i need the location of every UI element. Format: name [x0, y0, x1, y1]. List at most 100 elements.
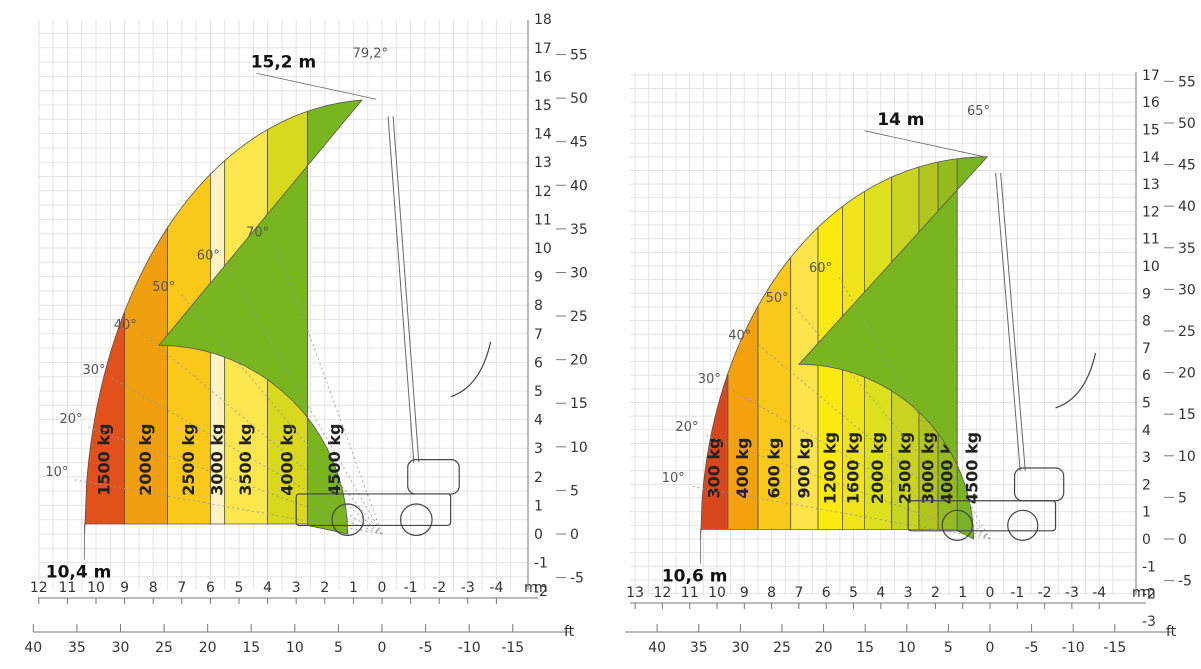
rotation-arrow — [1055, 352, 1097, 409]
annotations: 14 m 65° 10,6 m — [662, 104, 990, 587]
x-axis-m: 13 12 11 10 9 8 7 6 5 4 3 2 1 0 -1 -2 -3 -4 m — [626, 585, 1146, 609]
zone-label: 1200 kg — [820, 432, 839, 504]
x-tick-label: 2 — [931, 585, 940, 601]
angle-ray — [74, 479, 383, 535]
x-tick-label: -4 — [489, 580, 503, 596]
ft-y-tick-label: 50 — [570, 91, 588, 107]
telehandler-drawing — [295, 116, 492, 537]
x-tick-label: -2 — [1038, 585, 1052, 601]
zone-label: 3000 kg — [919, 432, 938, 504]
max-height-leader — [256, 72, 377, 100]
x-tick-label: 9 — [120, 580, 129, 596]
y-tick-label: 12 — [1142, 204, 1160, 220]
x-tick-label: 10 — [87, 580, 105, 596]
y-tick-label: 2 — [534, 470, 543, 486]
ft-y-tick-label: 40 — [1178, 199, 1196, 215]
y-tick-label: 17 — [534, 41, 552, 57]
max-height-label: 15,2 m — [251, 52, 317, 72]
max-height-label: 14 m — [877, 110, 924, 130]
angle-ray — [88, 426, 383, 535]
y-tick-label: 10 — [534, 241, 552, 257]
y-tick-label: 13 — [534, 155, 552, 171]
y-tick-label: 6 — [534, 355, 543, 371]
y-tick-label: 0 — [1142, 532, 1151, 548]
ft-y-tick-label: 5 — [1178, 490, 1187, 506]
x-axis-m: 12 11 10 9 8 7 6 5 4 3 2 1 0 -1 -2 -3 -4 m — [30, 580, 538, 604]
y-tick-label: 8 — [1142, 314, 1151, 330]
angle-ray — [142, 332, 383, 535]
ft-y-tick-label: 20 — [570, 353, 588, 369]
zone-2500-kg — [167, 173, 211, 525]
ft-y-tick-label: -5 — [570, 571, 584, 587]
zone-label: 400 kg — [733, 437, 752, 498]
ft-unit-label: ft — [1166, 624, 1177, 640]
x-tick-label: -1 — [1010, 585, 1024, 601]
y-tick-label: 7 — [534, 327, 543, 343]
y-tick-label: 0 — [534, 527, 543, 543]
angle-ray — [180, 294, 383, 535]
zone-label: 2000 kg — [136, 424, 155, 496]
ft-x-tick-label: 35 — [690, 640, 708, 656]
ft-unit-label: ft — [564, 624, 575, 640]
ft-y-tick-label: 30 — [1178, 282, 1196, 298]
ft-x-tick-label: 10 — [286, 640, 304, 656]
x-tick-label: -1 — [404, 580, 418, 596]
y-tick-label: 16 — [534, 69, 552, 85]
ft-y-tick-label: 25 — [1178, 324, 1196, 340]
zone-label: 1600 kg — [844, 432, 863, 504]
y-tick-label: -1 — [1142, 559, 1156, 575]
ft-x-tick-label: -5 — [1025, 640, 1039, 656]
zone-4500-kg — [158, 99, 363, 535]
ft-y-tick-label: 5 — [570, 483, 579, 499]
ft-x-tick-label: 20 — [815, 640, 833, 656]
x-tick-label: 2 — [320, 580, 329, 596]
ft-y-tick-label: 55 — [1178, 74, 1196, 90]
angle-label: 30° — [698, 372, 721, 387]
zone-label: 4000 kg — [278, 424, 297, 496]
ft-x-tick-label: 0 — [378, 640, 387, 656]
y-tick-label: 1 — [534, 498, 543, 514]
zone-label: 3000 kg — [208, 424, 227, 496]
x-tick-label: 6 — [822, 585, 831, 601]
angle-label: 20° — [59, 412, 82, 427]
boom-body — [388, 116, 419, 463]
max-angle-label: 65° — [967, 104, 990, 119]
ft-x-tick-label: -15 — [1103, 640, 1126, 656]
zone-1200-kg — [817, 205, 843, 530]
zone-label: 2000 kg — [868, 432, 887, 504]
angle-ray — [274, 240, 383, 535]
ft-x-tick-label: 35 — [68, 640, 86, 656]
zone-label: 900 kg — [794, 437, 813, 498]
angle-label: 60° — [809, 261, 832, 276]
y-tick-label: -1 — [534, 556, 548, 572]
ft-y-tick-label: 20 — [1178, 366, 1196, 382]
x-tick-label: 7 — [177, 580, 186, 596]
x-unit-label: m — [1132, 585, 1146, 601]
x-tick-label: 0 — [986, 585, 995, 601]
x-tick-label: 9 — [740, 585, 749, 601]
ft-y-tick-label: 30 — [570, 265, 588, 281]
x-tick-label: 6 — [206, 580, 215, 596]
ft-y-tick-label: -5 — [1178, 574, 1192, 590]
y-tick-label: 11 — [534, 212, 552, 228]
zone-label: 4500 kg — [962, 432, 981, 504]
zone-label: 2500 kg — [179, 424, 198, 496]
x-tick-label: 3 — [292, 580, 301, 596]
ft-x-tick-label: 5 — [334, 640, 343, 656]
ft-y-tick-label: 35 — [1178, 241, 1196, 257]
angle-label: 60° — [197, 249, 220, 264]
x-tick-label: -3 — [461, 580, 475, 596]
y-tick-label: 9 — [1142, 286, 1151, 302]
ft-x-tick-label: 10 — [898, 640, 916, 656]
ft-x-tick-label: 30 — [731, 640, 749, 656]
cab — [407, 459, 460, 495]
angle-label: 70° — [246, 226, 269, 241]
ft-y-tick-label: 15 — [1178, 407, 1196, 423]
ft-y-tick-label: 10 — [570, 440, 588, 456]
zone-label: 3500 kg — [236, 424, 255, 496]
boom-body — [996, 173, 1025, 471]
x-tick-label: 12 — [30, 580, 48, 596]
y-unit-label: m — [534, 580, 548, 596]
